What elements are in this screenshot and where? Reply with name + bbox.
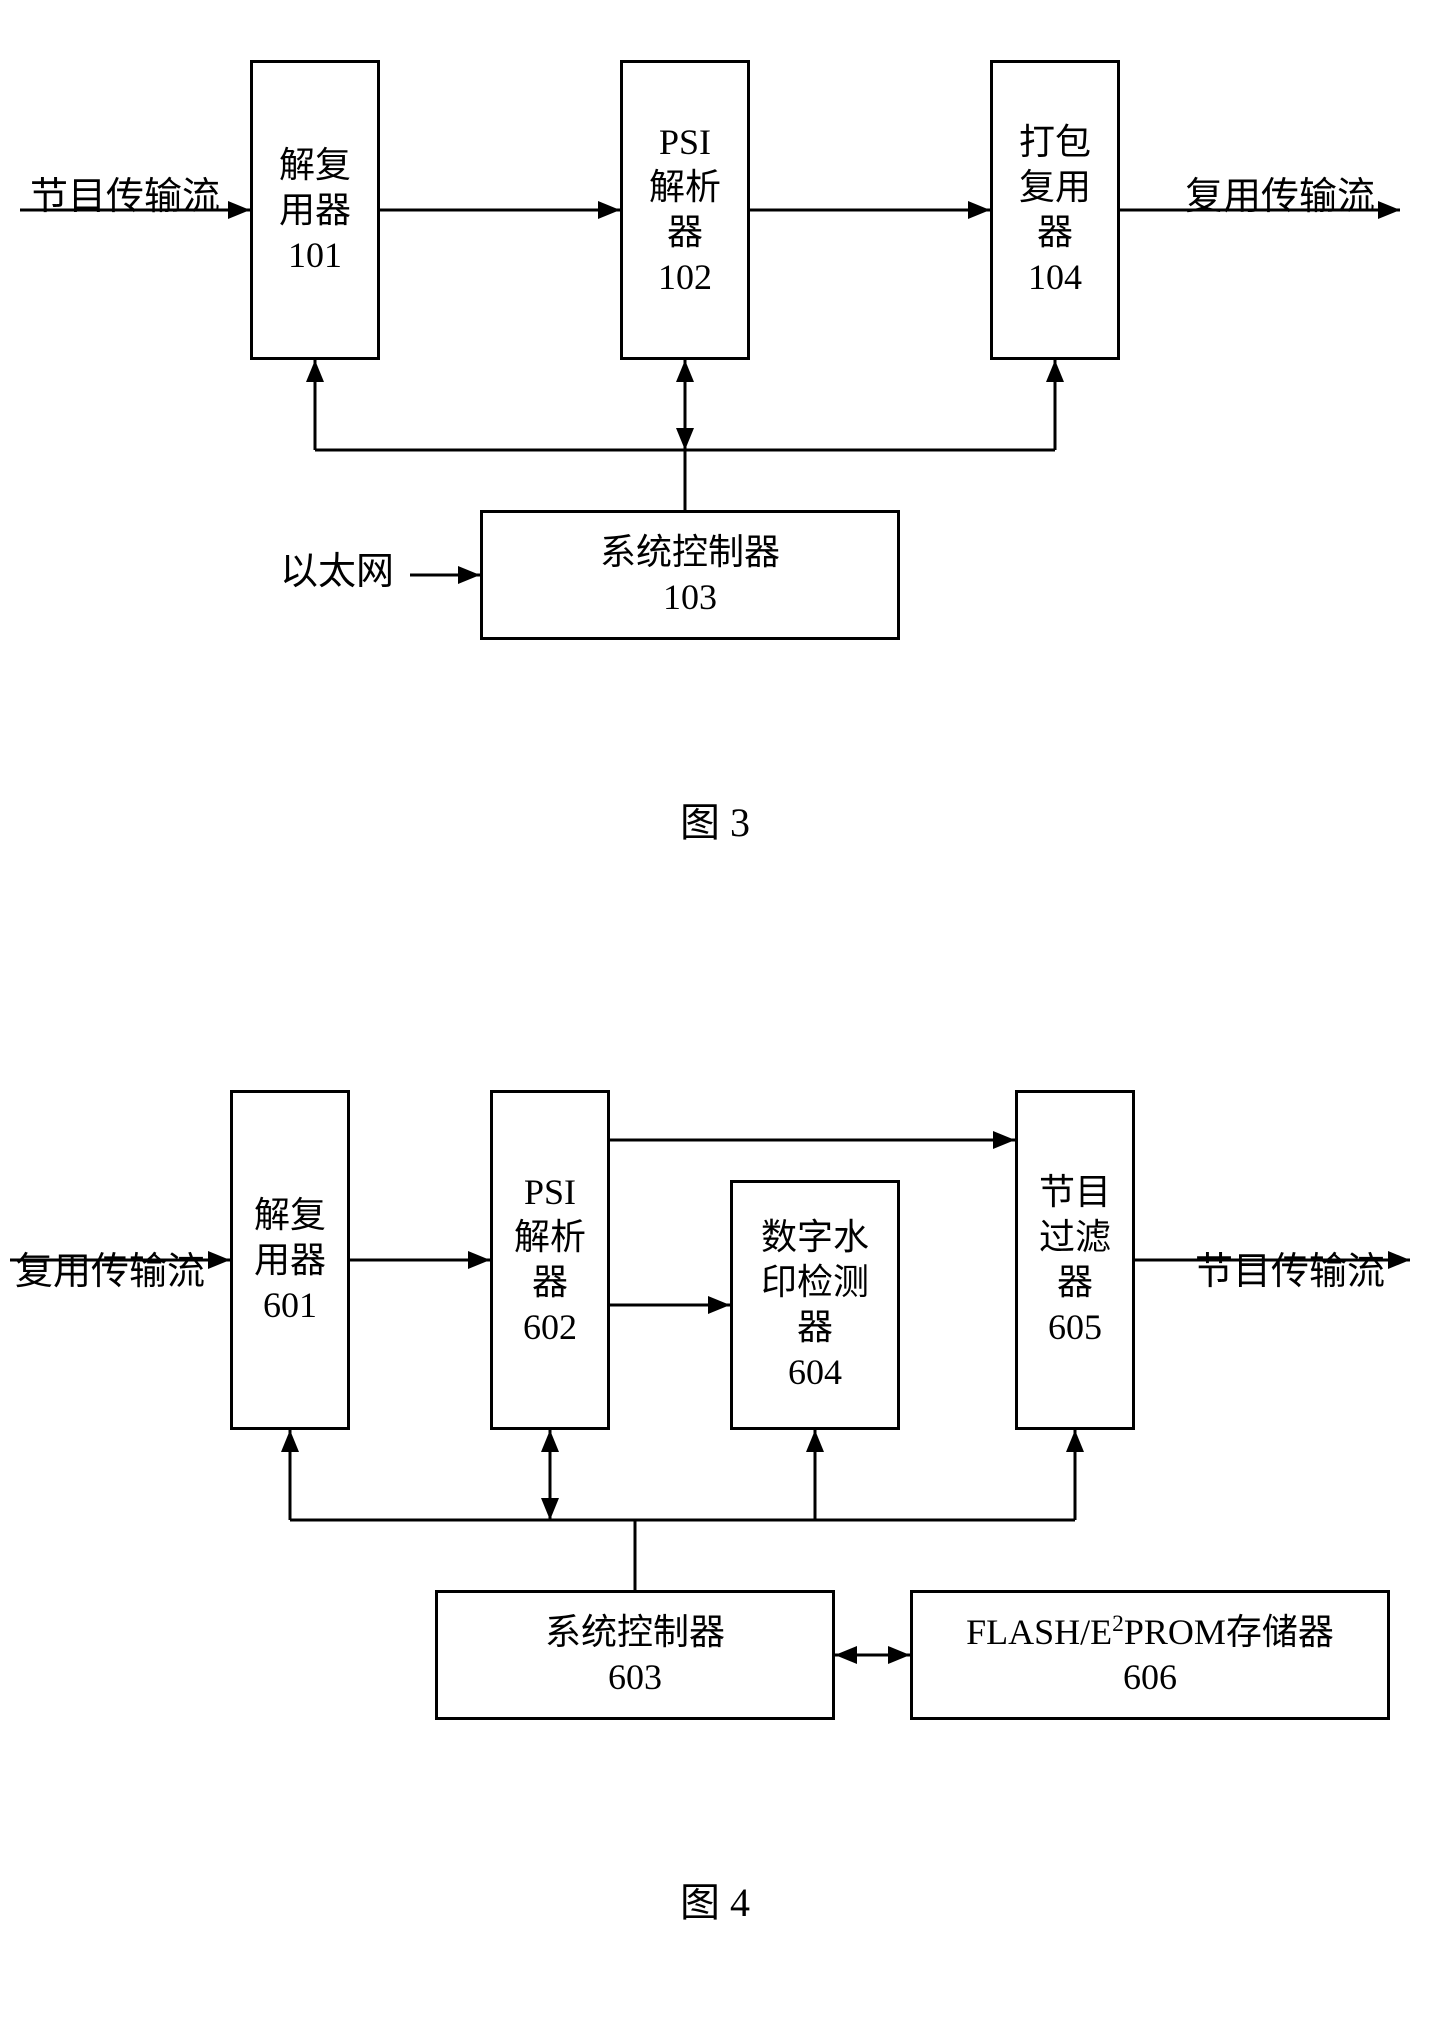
fig3-packer-box: 打包复用器104	[990, 60, 1120, 360]
fig4-sysctrl-box: 系统控制器603	[435, 1590, 835, 1720]
fig4-psi-box: PSI解析器602	[490, 1090, 610, 1430]
fig3-psi-box: PSI解析器102	[620, 60, 750, 360]
fig4-demux-box: 解复用器601	[230, 1090, 350, 1430]
fig3-sysctrl-box: 系统控制器103	[480, 510, 900, 640]
fig3-caption: 图 3	[680, 790, 750, 848]
fig3-ethernet-label: 以太网	[280, 540, 394, 595]
fig4-storage-box: FLASH/E2PROM存储器606	[910, 1590, 1390, 1720]
fig4-caption: 图 4	[680, 1870, 750, 1928]
fig4-watermark-box: 数字水印检测器604	[730, 1180, 900, 1430]
fig4-output-label: 节目传输流	[1195, 1240, 1385, 1295]
fig3-output-label: 复用传输流	[1185, 165, 1375, 220]
fig4-filter-box: 节目过滤器605	[1015, 1090, 1135, 1430]
fig4-input-label: 复用传输流	[15, 1240, 205, 1295]
fig3-input-label: 节目传输流	[30, 165, 220, 220]
fig3-demux-box: 解复用器101	[250, 60, 380, 360]
